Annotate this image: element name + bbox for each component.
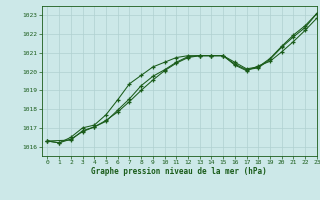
X-axis label: Graphe pression niveau de la mer (hPa): Graphe pression niveau de la mer (hPa) bbox=[91, 167, 267, 176]
